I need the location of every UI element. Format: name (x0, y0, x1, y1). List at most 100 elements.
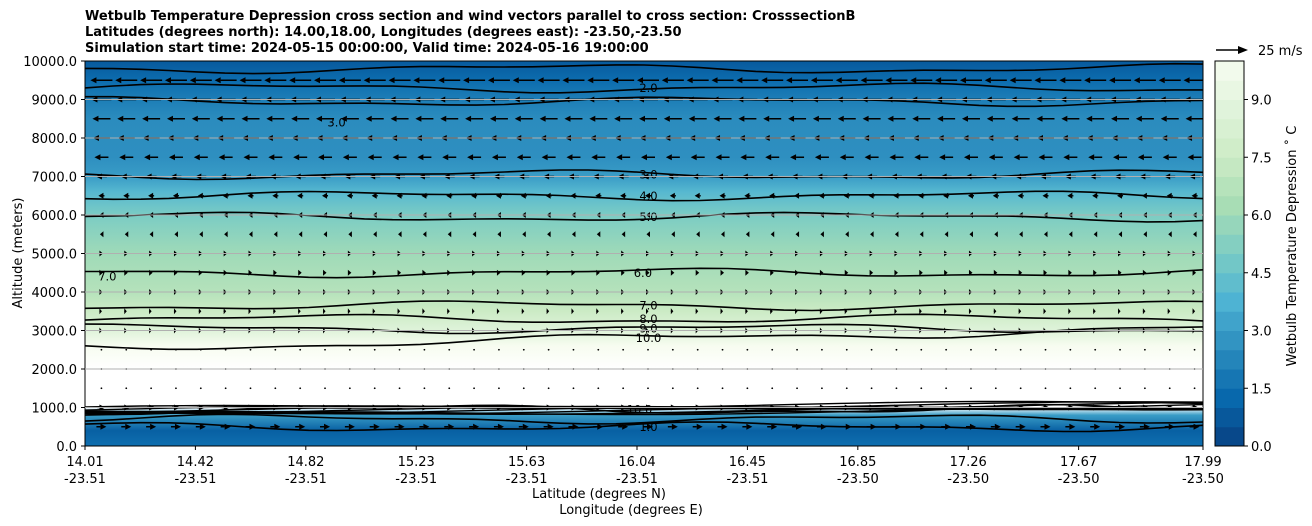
wind-vector (769, 192, 776, 199)
wind-vector (786, 77, 809, 84)
wind-vector (373, 387, 376, 390)
wind-vector-head (1135, 115, 1142, 122)
wind-vector-dot (1044, 387, 1047, 390)
wind-vector-head (812, 115, 819, 122)
colorbar-band (1215, 369, 1244, 389)
wind-vector (493, 423, 504, 430)
wind-vector-head (348, 231, 352, 238)
wind-vector (862, 115, 881, 122)
wind-vector (770, 269, 774, 276)
contour-label: 2.0 (639, 81, 657, 95)
wind-vector-head (1068, 231, 1073, 238)
wind-vector (692, 423, 703, 430)
wind-vector-head (497, 423, 504, 430)
wind-vector-dot (522, 348, 525, 351)
wind-vector (992, 192, 999, 199)
colorbar-band (1215, 234, 1244, 254)
wind-vector-head (864, 154, 871, 161)
wind-vector (421, 192, 428, 199)
contour-line (85, 62, 1203, 75)
wind-vector-head (1017, 192, 1023, 199)
wind-vector (889, 154, 904, 161)
wind-vector-head (670, 269, 675, 276)
wind-vector (547, 231, 551, 238)
wind-vector (140, 77, 163, 84)
x-tick-label-lon: -23.51 (616, 472, 658, 487)
wind-vector (671, 348, 674, 351)
wind-vector (1193, 348, 1196, 351)
wind-vector-head (124, 308, 127, 315)
wind-vector (297, 192, 304, 199)
wind-vector (643, 423, 653, 430)
wind-vector (199, 348, 202, 351)
wind-vector (1119, 387, 1121, 390)
wind-vector-head (763, 115, 770, 122)
wind-vector (688, 115, 707, 122)
wind-vector-head (239, 77, 246, 84)
x-tick-label-lat: 14.01 (66, 455, 103, 470)
wind-vector-head (94, 154, 101, 161)
wind-vector (447, 308, 450, 315)
wind-vector-head (963, 154, 970, 161)
wind-vector (543, 423, 554, 430)
wind-vector (1040, 423, 1051, 430)
wind-vector-head (695, 308, 699, 315)
wind-vector (218, 154, 233, 161)
x-tick-label-lon: -23.50 (1182, 472, 1224, 487)
wind-vector-dot (1069, 387, 1072, 390)
wind-vector (1011, 115, 1030, 122)
wind-vector (148, 192, 155, 199)
wind-vector-head (571, 231, 576, 238)
wind-vector-head (318, 154, 325, 161)
wind-vector (372, 269, 377, 276)
wind-vector (498, 348, 500, 351)
wind-vector-head (392, 154, 399, 161)
wind-vector-head (993, 269, 998, 276)
wind-vector-head (417, 154, 424, 161)
wind-vector (870, 387, 873, 390)
wind-vector (1067, 192, 1074, 199)
wind-vector-head (496, 269, 501, 276)
wind-vector (740, 154, 755, 161)
wind-vector (671, 387, 674, 390)
wind-vector (415, 115, 434, 122)
wind-vector-dot (597, 348, 600, 351)
wind-vector-dot (125, 348, 128, 351)
wind-vector-dot (572, 387, 575, 390)
wind-vector-head (214, 77, 221, 84)
wind-vector (146, 423, 157, 430)
x-tick-label-lon: -23.51 (285, 472, 327, 487)
x-tick-label-lat: 15.63 (508, 455, 545, 470)
wind-vector-head (885, 77, 892, 84)
wind-vector-head (1192, 308, 1196, 315)
wind-vector (736, 77, 759, 84)
wind-vector (745, 269, 749, 276)
x-tick-label-lon: -23.50 (947, 472, 989, 487)
wind-vector (320, 423, 331, 430)
wind-vector-head (937, 115, 944, 122)
wind-vector-head (637, 77, 643, 84)
wind-vector (447, 231, 452, 238)
wind-vector-dot (647, 348, 649, 351)
wind-vector-head (197, 192, 203, 199)
x-tick-label-lat: 14.82 (287, 455, 324, 470)
wind-vector-head (1093, 231, 1098, 238)
colorbar-frame (1214, 60, 1245, 447)
wind-vector (596, 269, 600, 276)
wind-vector-head (124, 269, 128, 276)
wind-vector-head (1137, 154, 1144, 161)
wind-vector-head (969, 231, 973, 238)
wind-vector (289, 77, 312, 84)
wind-vector (397, 308, 401, 315)
wind-vector (796, 348, 798, 351)
contour-line (85, 267, 1203, 279)
wind-vector (597, 348, 600, 351)
wind-vector (591, 154, 606, 161)
wind-vector (571, 308, 574, 315)
x-tick-label-lon: -23.50 (837, 472, 879, 487)
wind-vector (272, 192, 279, 199)
wind-vector (1015, 423, 1026, 430)
wind-vector (338, 77, 361, 84)
wind-vector-head (713, 115, 720, 122)
wind-vector (324, 387, 326, 390)
